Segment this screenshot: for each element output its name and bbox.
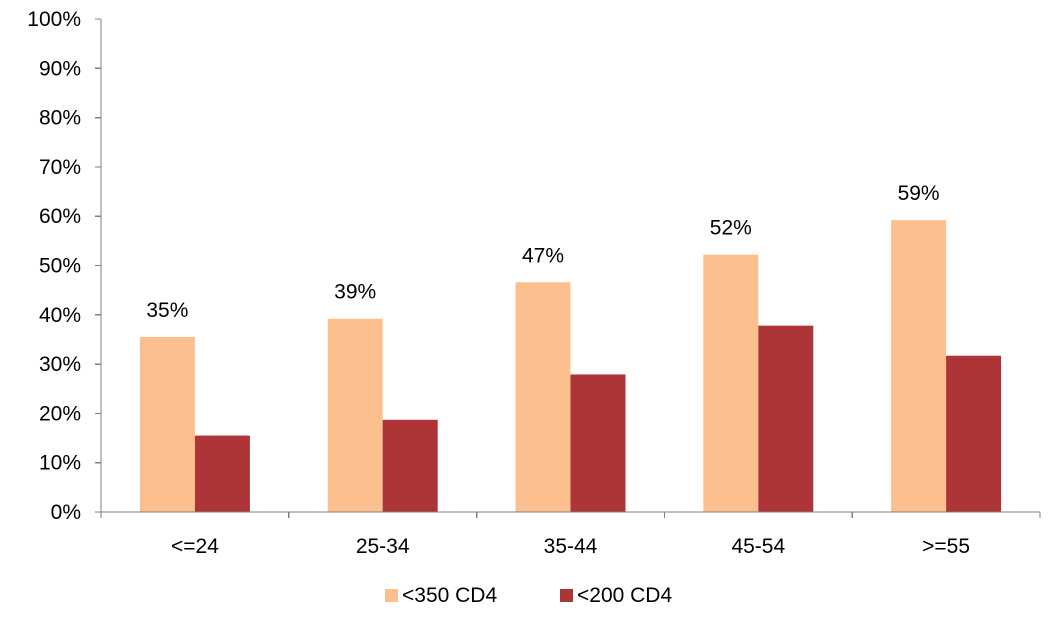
legend-item: <350 CD4 [385,584,497,607]
y-tick-label: 100% [27,8,81,31]
bar-lt350-2 [515,282,571,512]
legend: <350 CD4 <200 CD4 [385,584,672,607]
legend-item: <200 CD4 [560,584,672,607]
x-category-label: 25-34 [356,535,410,558]
x-axis-labels: <=24 25-34 35-44 45-54 >=55 [171,535,970,558]
bar-lt350-4 [891,220,947,513]
legend-label: <350 CD4 [402,584,497,607]
bar-lt200-3 [758,325,814,512]
data-label: 59% [898,182,940,205]
y-tick-label: 40% [39,304,81,327]
y-tick-label: 70% [39,156,81,179]
bar-lt200-1 [382,419,438,512]
y-tick-label: 20% [39,402,81,425]
y-tick-label: 30% [39,353,81,376]
bar-lt200-0 [194,435,250,512]
legend-label: <200 CD4 [577,584,672,607]
bar-lt350-1 [327,318,383,512]
data-label: 47% [522,244,564,267]
x-category-label: 35-44 [544,535,598,558]
bar-lt350-0 [139,336,195,512]
bar-lt200-2 [570,374,626,512]
data-label: 39% [334,281,376,304]
y-tick-label: 90% [39,57,81,80]
y-tick-label: 80% [39,107,81,130]
x-category-label: <=24 [171,535,219,558]
y-tick-label: 10% [39,452,81,475]
axes [100,19,1041,518]
bar-lt200-4 [946,355,1002,512]
x-category-label: 45-54 [731,535,785,558]
bars [139,220,1002,513]
data-label: 35% [146,299,188,322]
x-category-label: >=55 [922,535,970,558]
y-tick-label: 50% [39,255,81,278]
data-label: 52% [710,217,752,240]
bar-lt350-3 [703,254,759,513]
data-labels: 35% 39% 47% 52% 59% [146,182,939,322]
legend-swatch [385,589,398,602]
y-axis-ticks: 0% 10% 20% 30% 40% 50% 60% 70% 80% 90% 100% [27,8,101,524]
y-tick-label: 0% [51,501,81,524]
legend-swatch [560,589,573,602]
y-tick-label: 60% [39,205,81,228]
